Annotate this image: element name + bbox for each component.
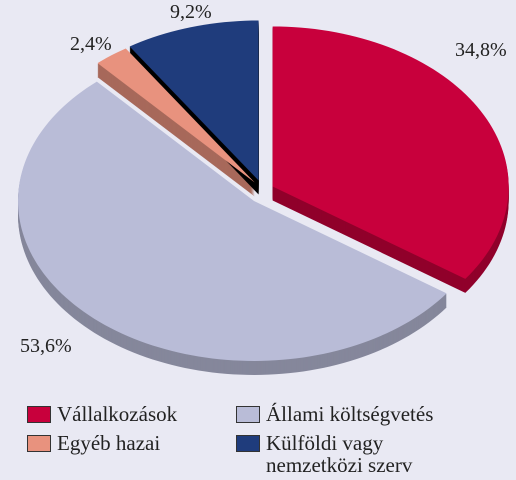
legend-swatch	[27, 406, 51, 423]
legend-item: Állami költségvetés	[236, 403, 466, 425]
legend-swatch	[236, 406, 260, 423]
slice	[18, 81, 447, 361]
slice	[272, 26, 509, 279]
data-label: 2,4%	[70, 33, 112, 55]
slice	[129, 20, 259, 181]
legend-swatch	[236, 435, 260, 452]
legend-item: Vállalkozások	[27, 403, 287, 425]
legend-item: Egyéb hazai	[27, 432, 287, 454]
legend-label: Külföldi vagy nemzetközi szerv	[266, 431, 413, 477]
slice	[97, 48, 255, 183]
legend-label: Állami költségvetés	[266, 402, 434, 426]
data-label: 9,2%	[170, 1, 212, 23]
legend-swatch	[27, 435, 51, 452]
legend-item: Külföldi vagy nemzetközi szerv	[236, 432, 466, 476]
legend-label: Egyéb hazai	[57, 431, 161, 455]
data-label: 34,8%	[455, 39, 507, 61]
legend-label: Vállalkozások	[57, 402, 178, 426]
data-label: 53,6%	[20, 335, 72, 357]
